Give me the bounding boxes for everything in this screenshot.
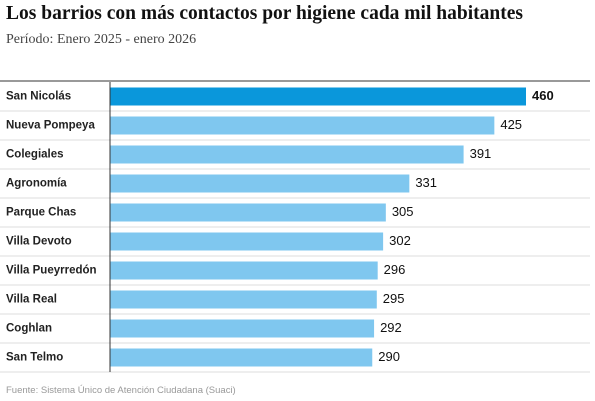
- bar: [110, 203, 386, 222]
- value-label: 295: [383, 291, 405, 306]
- bar: [110, 174, 410, 193]
- value-label: 331: [415, 175, 437, 190]
- category-label: Parque Chas: [6, 207, 76, 219]
- category-label: Colegiales: [6, 149, 64, 161]
- bar: [110, 87, 526, 106]
- category-label: Coghlan: [6, 323, 52, 335]
- bar: [110, 232, 384, 251]
- value-label: 302: [389, 233, 411, 248]
- value-label: 391: [470, 146, 492, 161]
- value-label: 425: [500, 117, 522, 132]
- category-label: Villa Real: [6, 294, 57, 306]
- category-label: San Nicolás: [6, 91, 71, 103]
- bar: [110, 261, 378, 280]
- category-label: San Telmo: [6, 352, 63, 364]
- value-label: 460: [532, 88, 554, 103]
- bar: [110, 319, 375, 338]
- value-label: 292: [380, 320, 402, 335]
- category-label: Agronomía: [6, 178, 67, 190]
- value-label: 290: [378, 349, 400, 364]
- bar: [110, 145, 464, 164]
- bar: [110, 290, 377, 309]
- value-label: 296: [384, 262, 406, 277]
- chart-title: Los barrios con más contactos por higien…: [6, 3, 523, 24]
- bar: [110, 348, 373, 367]
- category-label: Nueva Pompeya: [6, 120, 95, 132]
- category-label: Villa Pueyrredón: [6, 265, 97, 277]
- category-label: Villa Devoto: [6, 236, 72, 248]
- chart-subtitle: Período: Enero 2025 - enero 2026: [6, 32, 196, 47]
- source-note: Fuente: Sistema Único de Atención Ciudad…: [6, 385, 236, 396]
- bar: [110, 116, 495, 135]
- value-label: 305: [392, 204, 414, 219]
